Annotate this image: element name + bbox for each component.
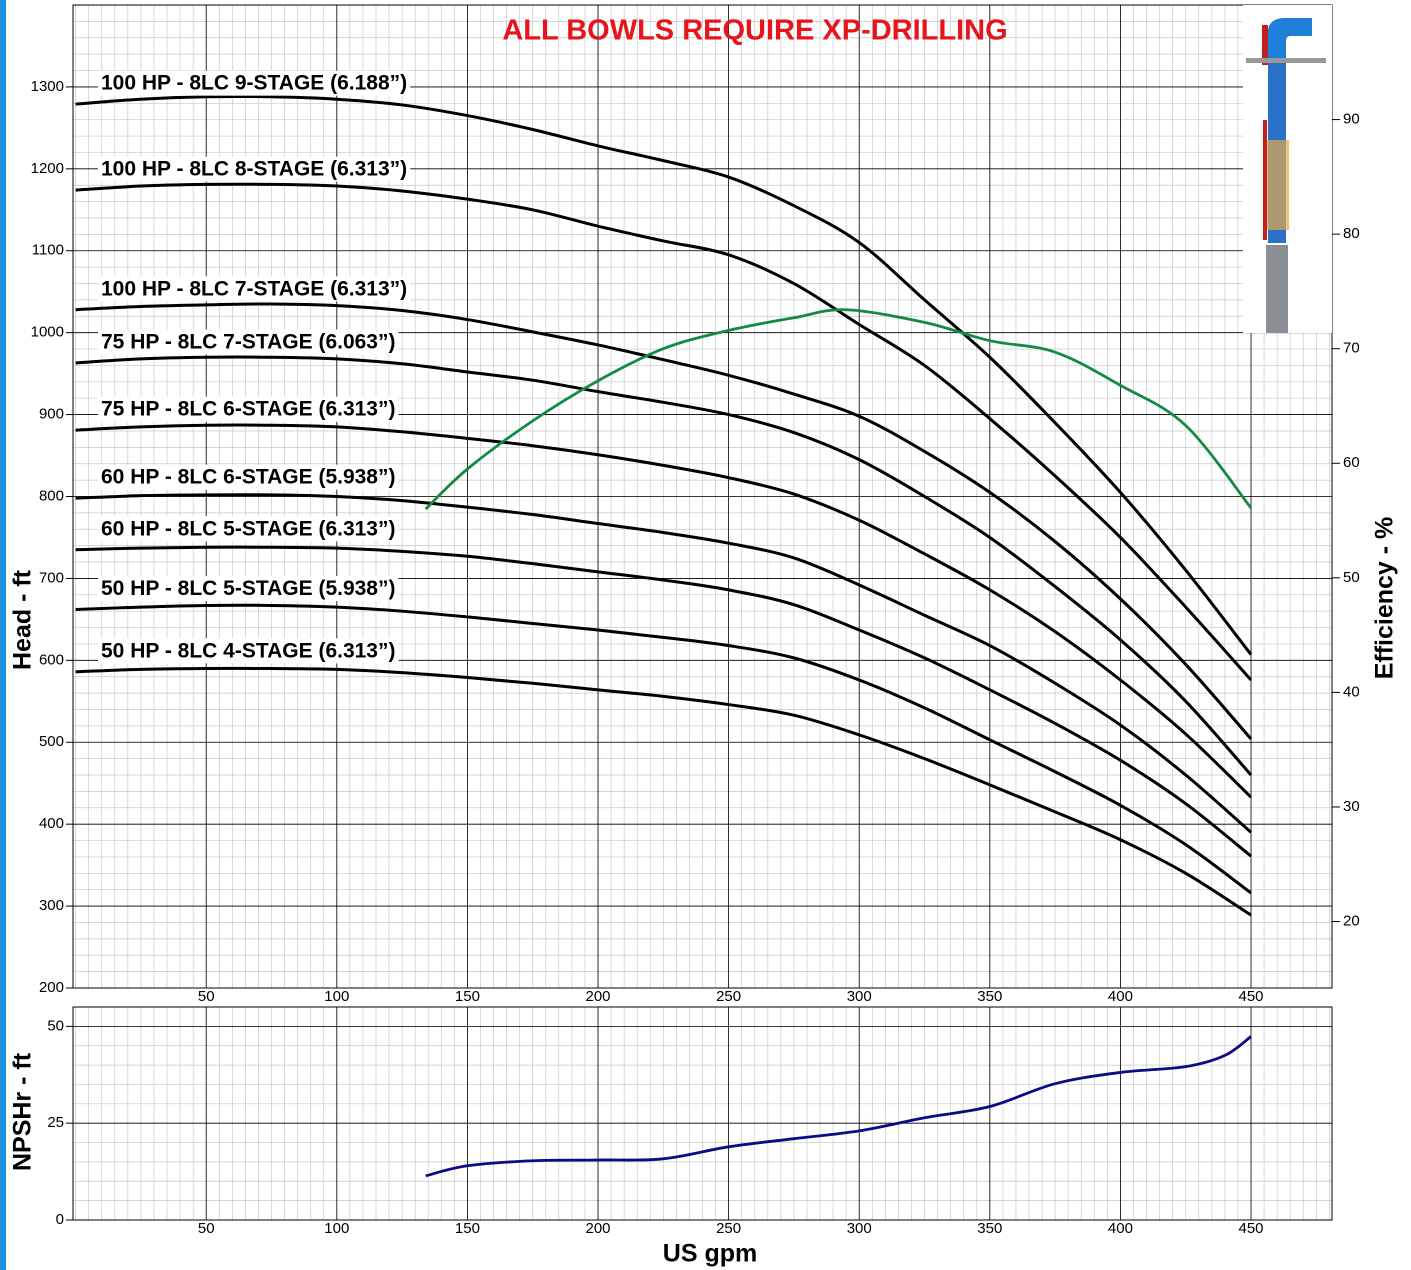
curve-label: 100 HP - 8LC 9-STAGE (6.188”) [101,72,407,95]
y-tick-label: 1000 [31,324,64,341]
series-line [75,94,1253,656]
y2-tick-label: 40 [1343,683,1360,700]
series-line [75,666,1252,917]
y2-axis-title: Efficiency - % [1371,517,1399,680]
panel: 50 100 150 200 250 300 350 400 450 0 25 50 [47,1006,1333,1237]
chart-title: ALL BOWLS REQUIRE XP-DRILLING [502,15,1007,47]
x-tick-label: 400 [1108,988,1133,1005]
curve-label: 50 HP - 8LC 5-STAGE (5.938”) [101,577,395,600]
y2-tick-label: 50 [1343,569,1360,586]
y-tick-label: 1300 [31,78,64,95]
x-tick-label: 50 [198,988,215,1005]
y-tick-label: 900 [39,406,64,423]
x-tick-label: 300 [847,988,872,1005]
x-tick-label: 300 [847,1220,872,1237]
y-axis-title: Head - ft [9,569,37,670]
x-tick-label: 100 [324,988,349,1005]
pump-plate [1246,58,1326,63]
curve-label: 60 HP - 8LC 5-STAGE (6.313”) [101,517,395,540]
pump-flange [1262,25,1268,65]
y-tick-label: 1100 [32,242,64,259]
pump-illustration [1243,5,1332,333]
y-tick-label: 600 [39,651,64,668]
curve-label-background [98,516,399,542]
series-line [75,355,1253,777]
y-tick-label: 300 [39,897,64,914]
x-tick-label: 50 [198,1220,215,1237]
y2-tick-label: 70 [1343,340,1360,357]
x-tick-label: 350 [977,988,1002,1005]
x-tick-label: 200 [586,1220,611,1237]
y2-tick-label: 90 [1343,111,1360,128]
x-tick-label: 150 [455,988,480,1005]
x-tick-label: 150 [455,1220,480,1237]
x-tick-label: 200 [586,988,611,1005]
y-tick-label: 25 [47,1114,64,1131]
curve-label-background [98,576,399,602]
x-tick-label: 400 [1108,1220,1133,1237]
x-tick-label: 250 [716,1220,741,1237]
series-line [424,308,1253,511]
y-tick-label: 50 [47,1017,64,1034]
curve-label: 100 HP - 8LC 8-STAGE (6.313”) [101,158,407,181]
plot-frame [72,1006,1333,1221]
x-tick-label: 450 [1239,988,1264,1005]
series-line [425,1035,1252,1178]
curve-label-background [98,276,411,302]
pump-motor [1266,245,1288,333]
y2-tick-label: 20 [1343,913,1360,930]
x-tick-label: 250 [716,988,741,1005]
left-edge-bar [0,0,6,1270]
plot-layers: 50 100 150 200 250 300 350 400 45020030040050060… [31,4,1360,1237]
series-line [75,182,1253,681]
npsh-axis-title: NPSHr - ft [9,1052,37,1171]
pump-discharge [1268,18,1312,60]
x-tick-label: 450 [1239,1220,1264,1237]
plot-frame [72,4,1333,989]
series-line [75,302,1253,740]
curve-label-background [98,396,399,422]
series-line [75,423,1253,799]
curve-label-background [98,70,411,96]
pump-side [1263,120,1267,240]
y-tick-label: 500 [39,733,64,750]
curve-label: 100 HP - 8LC 7-STAGE (6.313”) [101,277,407,300]
series-line [75,603,1252,895]
curve-label: 75 HP - 8LC 7-STAGE (6.063”) [101,331,395,354]
y-tick-label: 1200 [31,160,64,177]
y2-tick-label: 80 [1343,225,1360,242]
curve-label-background [98,464,399,490]
pump-bowls [1265,140,1289,230]
y-tick-label: 400 [39,815,64,832]
y2-tick-label: 60 [1343,454,1360,471]
series-line [75,493,1253,834]
curve-label-background [98,329,399,355]
panel: 50 100 150 200 250 300 350 400 450 200 300 400 500 60… [31,4,1360,1005]
curve-label: 50 HP - 8LC 4-STAGE (6.313”) [101,639,395,662]
y-tick-label: 700 [39,569,64,586]
curve-label: 60 HP - 8LC 6-STAGE (5.938”) [101,466,395,489]
curve-label-background [98,638,399,664]
x-tick-label: 100 [324,1220,349,1237]
x-axis-title: US gpm [663,1240,757,1268]
y-tick-label: 800 [39,487,64,504]
y2-tick-label: 30 [1343,798,1360,815]
curve-label-background [98,156,411,182]
x-tick-label: 350 [977,1220,1002,1237]
y-tick-label: 200 [39,979,64,996]
curve-label: 75 HP - 8LC 6-STAGE (6.313”) [101,398,395,421]
y-tick-label: 0 [56,1211,64,1228]
series-line [75,545,1252,858]
